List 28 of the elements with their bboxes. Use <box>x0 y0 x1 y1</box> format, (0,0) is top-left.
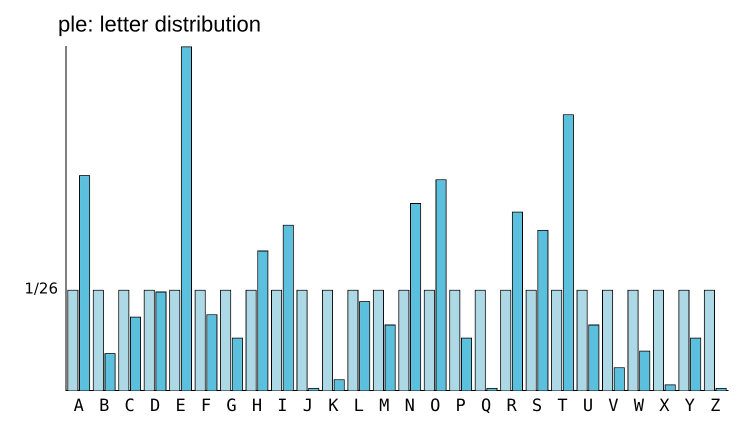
x-tick-label: S <box>532 396 542 416</box>
x-tick-label: Z <box>710 396 720 416</box>
text: 1/26 <box>24 280 58 298</box>
x-tick-label: J <box>302 396 314 416</box>
chart-title: ple: letter distribution <box>58 11 261 36</box>
x-tick-label: X <box>659 396 670 416</box>
x-tick-label: G <box>226 396 237 416</box>
x-tick-label: V <box>608 396 619 416</box>
x-tick-label: I <box>277 396 288 416</box>
x-tick-label: H <box>252 396 262 416</box>
x-tick-label: D <box>150 396 160 416</box>
x-tick-label: Q <box>480 396 492 416</box>
x-tick-label: M <box>379 396 390 416</box>
x-tick-label: T <box>557 396 568 416</box>
x-tick-label: W <box>634 396 645 416</box>
x-tick-label: O <box>430 396 440 416</box>
x-tick-label: E <box>175 396 186 416</box>
x-tick-label: C <box>124 396 135 416</box>
x-tick-label: B <box>99 396 110 416</box>
x-tick-label: P <box>456 396 466 416</box>
x-tick-label: Y <box>684 396 695 416</box>
x-tick-label: U <box>582 396 594 416</box>
x-tick-label: N <box>404 396 415 416</box>
x-tick-label: A <box>74 396 84 416</box>
x-tick-label: R <box>506 396 518 416</box>
x-tick-label: K <box>328 396 340 416</box>
x-tick-label: F <box>200 396 212 416</box>
x-tick-label: L <box>354 396 364 416</box>
